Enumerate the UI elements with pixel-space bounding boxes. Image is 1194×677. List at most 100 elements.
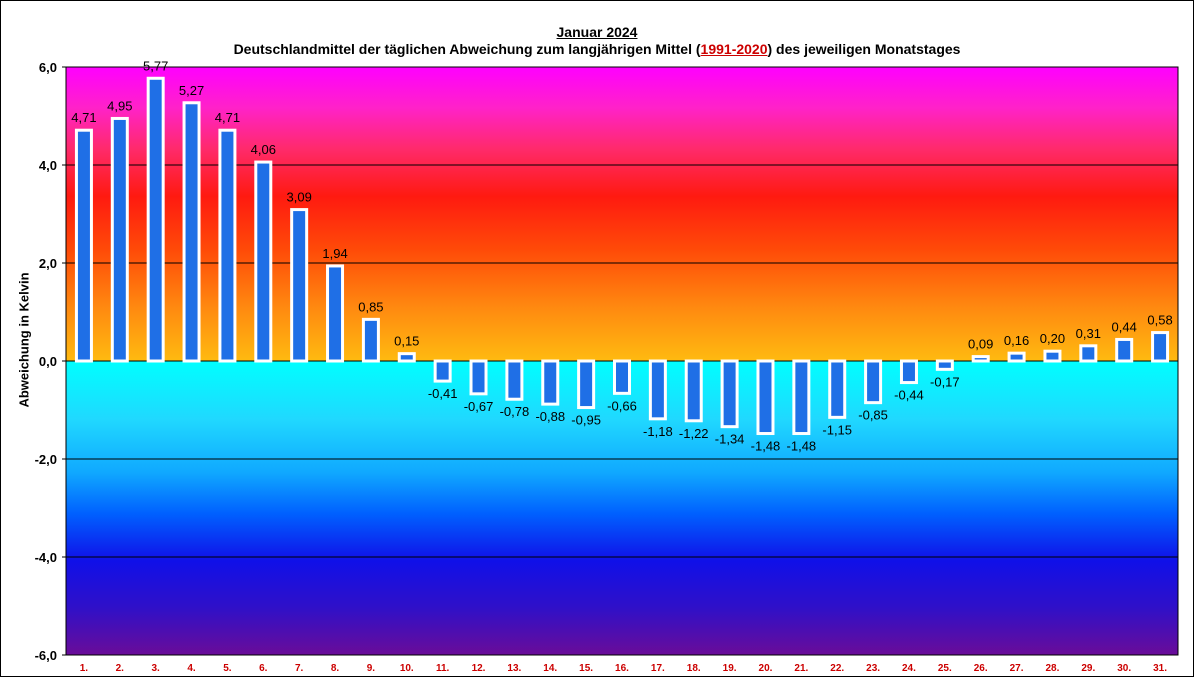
x-tick-label: 21. <box>794 663 808 674</box>
bar <box>433 359 452 383</box>
bar <box>1007 351 1026 363</box>
data-label: 0,44 <box>1112 319 1137 334</box>
bar <box>146 76 165 363</box>
x-tick-label: 13. <box>507 663 521 674</box>
data-label: -0,44 <box>894 388 924 403</box>
x-tick-label: 23. <box>866 663 880 674</box>
bar <box>218 128 237 363</box>
data-label: -1,48 <box>787 439 817 454</box>
bar <box>648 359 667 421</box>
bar <box>720 359 739 429</box>
x-tick-label: 29. <box>1081 663 1095 674</box>
data-label: 0,16 <box>1004 333 1029 348</box>
bar <box>254 160 273 363</box>
x-tick-label: 9. <box>367 663 376 674</box>
data-label: 4,95 <box>107 98 132 113</box>
data-label: -1,34 <box>715 432 745 447</box>
data-label: -0,95 <box>571 413 601 428</box>
y-tick-label: 4,0 <box>39 158 57 173</box>
data-label: 4,71 <box>71 110 96 125</box>
bar <box>613 359 631 395</box>
data-label: -0,67 <box>464 399 494 414</box>
data-labels: 4,71 4,95 5,77 5,27 4,71 4,06 3,09 1,94 0,85 0,15… <box>71 58 1172 453</box>
y-tick-label: 2,0 <box>39 256 57 271</box>
data-label: 1,94 <box>322 246 347 261</box>
data-label: 4,71 <box>215 110 240 125</box>
data-label: -0,78 <box>500 404 530 419</box>
data-label: 0,15 <box>394 334 419 349</box>
subtitle-part-1: Deutschlandmittel der täglichen Abweichu… <box>233 41 701 57</box>
bar <box>1115 337 1134 363</box>
bar <box>326 264 345 363</box>
data-label: -0,17 <box>930 374 960 389</box>
bar <box>684 359 703 423</box>
data-label: -0,41 <box>428 386 458 401</box>
data-label: 3,09 <box>287 190 312 205</box>
x-tick-label: 27. <box>1010 663 1024 674</box>
data-label: -1,18 <box>643 424 673 439</box>
data-label: 0,58 <box>1147 313 1172 328</box>
data-label: -1,48 <box>751 439 781 454</box>
data-label: 0,09 <box>968 337 993 352</box>
bar <box>505 359 524 401</box>
bar <box>935 359 954 371</box>
x-tick-label: 25. <box>938 663 952 674</box>
bar <box>361 317 380 363</box>
y-tick-label: -2,0 <box>35 452 57 467</box>
x-tick-label: 5. <box>223 663 232 674</box>
bar <box>828 359 847 419</box>
y-tick-label: 0,0 <box>39 354 57 369</box>
bar <box>792 359 811 436</box>
x-tick-label: 4. <box>187 663 196 674</box>
x-tick-label: 16. <box>615 663 629 674</box>
bar <box>1151 331 1170 363</box>
data-label: 0,20 <box>1040 331 1065 346</box>
bar <box>756 359 775 436</box>
x-tick-label: 6. <box>259 663 268 674</box>
bar <box>290 208 309 363</box>
data-label: 0,31 <box>1076 326 1101 341</box>
x-tick-label: 24. <box>902 663 916 674</box>
bar <box>864 359 883 405</box>
data-label: 4,06 <box>251 142 276 157</box>
bar <box>182 101 201 363</box>
y-tick-labels: 6,0 4,0 2,0 0,0 -2,0 -4,0 -6,0 <box>35 60 57 663</box>
y-tick-label: -6,0 <box>35 648 57 663</box>
bar <box>577 359 596 410</box>
bar <box>1079 344 1098 363</box>
data-label: 5,77 <box>143 58 168 73</box>
bar <box>74 128 93 363</box>
bar <box>110 116 129 363</box>
bar <box>397 352 416 363</box>
x-tick-label: 31. <box>1153 663 1167 674</box>
y-tick-label: 6,0 <box>39 60 57 75</box>
x-tick-label: 19. <box>723 663 737 674</box>
x-tick-label: 30. <box>1117 663 1131 674</box>
x-tick-labels: 1. 2. 3. 4. 5. 6. 7. 8. 9. 10. 11. 12. 13. 14. 15. 16. 1… <box>80 663 1167 674</box>
data-label: -0,66 <box>607 398 637 413</box>
data-label: 5,27 <box>179 83 204 98</box>
bar <box>899 359 918 385</box>
x-tick-label: 7. <box>295 663 304 674</box>
data-label: -1,22 <box>679 426 709 441</box>
x-tick-label: 11. <box>436 663 450 674</box>
gridlines <box>62 66 1178 656</box>
subtitle-period: 1991-2020 <box>700 41 768 57</box>
bar <box>1043 349 1062 363</box>
x-tick-label: 14. <box>543 663 557 674</box>
bars <box>74 76 1170 436</box>
subtitle-part-3: ) des jeweiligen Monatstages <box>767 41 961 57</box>
y-tick-label: -4,0 <box>35 550 57 565</box>
x-tick-label: 8. <box>331 663 340 674</box>
x-tick-label: 20. <box>759 663 773 674</box>
data-label: -0,85 <box>858 408 888 423</box>
x-tick-label: 10. <box>400 663 414 674</box>
x-tick-label: 26. <box>974 663 988 674</box>
x-tick-label: 18. <box>687 663 701 674</box>
data-label: -1,15 <box>822 422 852 437</box>
x-tick-label: 17. <box>651 663 665 674</box>
data-label: -0,88 <box>535 409 565 424</box>
chart-subtitle: Deutschlandmittel der täglichen Abweichu… <box>0 41 1194 57</box>
x-tick-label: 1. <box>80 663 89 674</box>
